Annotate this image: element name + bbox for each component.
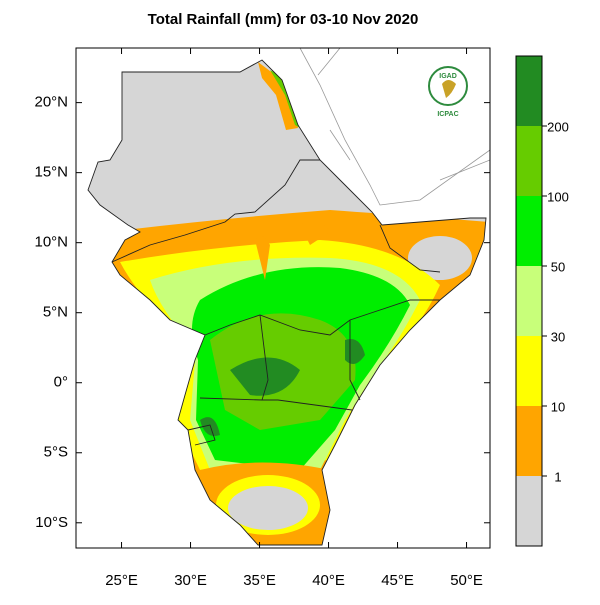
colorbar-bin [516,406,542,476]
x-tick-label: 50°E [450,572,483,589]
y-tick-label: 0° [54,374,68,391]
y-tick-label: 5°N [43,304,68,321]
colorbar-label: 100 [547,189,569,204]
y-tick-label: 15°N [34,164,68,181]
colorbar-bin [516,266,542,336]
colorbar-label: 50 [551,259,565,274]
map-frame [75,47,491,549]
x-tick-label: 30°E [174,572,207,589]
y-tick-label: 5°S [44,444,68,461]
logo-text: IGAD [439,73,457,80]
colorbar-bin [516,56,542,126]
colorbar-label: 1 [554,469,561,484]
colorbar-label: 200 [547,119,569,134]
colorbar-bin [516,476,542,546]
colorbar-bin [516,196,542,266]
x-tick-label: 45°E [381,572,414,589]
colorbar-bin [516,126,542,196]
logo: IGAD ICPAC [428,66,468,118]
x-tick-label: 25°E [105,572,138,589]
logo-caption: ICPAC [437,111,458,118]
y-tick-label: 10°S [35,514,68,531]
chart-title: Total Rainfall (mm) for 03-10 Nov 2020 [148,11,419,28]
colorbar-label: 10 [551,399,565,414]
colorbar-bin [516,336,542,406]
y-tick-label: 10°N [34,234,68,251]
x-tick-label: 35°E [243,572,276,589]
borders [87,59,487,546]
x-tick-label: 40°E [312,572,345,589]
colorbar-frame [515,55,543,547]
logo-map [442,80,456,98]
colorbar-label: 30 [551,329,565,344]
y-tick-label: 20°N [34,94,68,111]
